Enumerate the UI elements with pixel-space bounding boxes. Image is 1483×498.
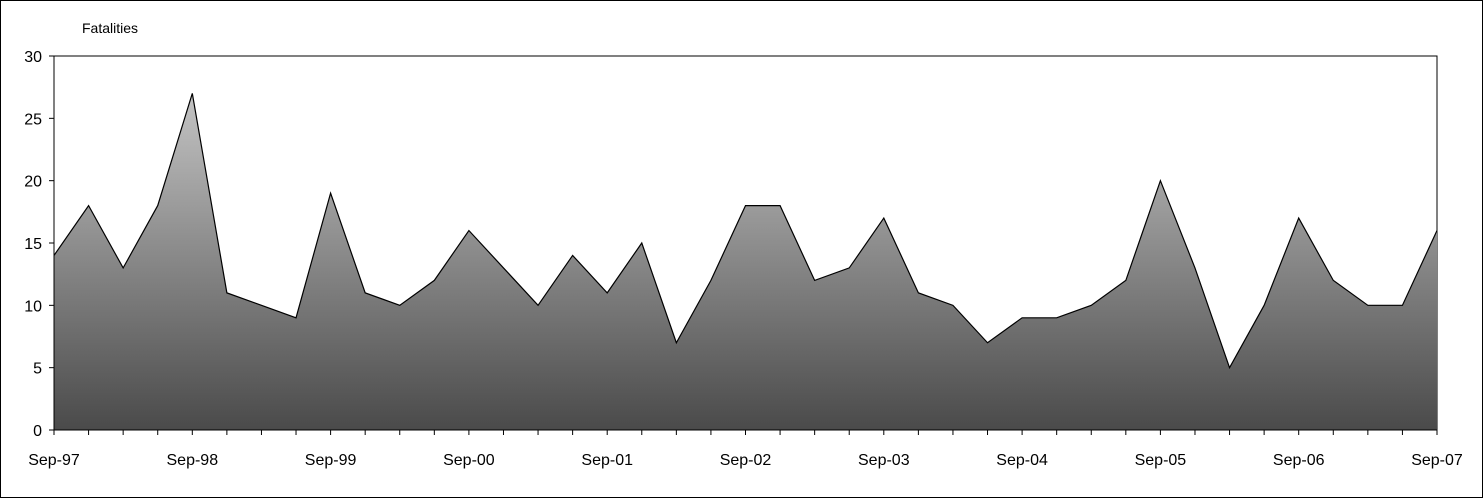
y-axis-title: Fatalities [82,20,138,36]
x-axis: Sep-97 Sep-98 Sep-99 Sep-00 Sep-01 Sep-02 Sep-… [28,430,1463,469]
x-tick-label: Sep-01 [581,452,633,469]
y-tick-label: 20 [24,174,42,191]
x-tick-label: Sep-06 [1273,452,1325,469]
y-tick-label: 0 [33,423,42,440]
y-tick-label: 25 [24,111,42,128]
area-fill [54,93,1437,431]
x-tick-label: Sep-05 [1135,452,1187,469]
x-tick-label: Sep-97 [28,452,80,469]
x-tick-label: Sep-03 [858,452,910,469]
x-tick-label: Sep-02 [720,452,772,469]
x-tick-label: Sep-04 [996,452,1048,469]
y-tick-label: 10 [24,298,42,315]
y-axis: 0 5 10 15 20 25 30 [24,49,54,440]
x-tick-label: Sep-00 [443,452,495,469]
y-tick-label: 30 [24,49,42,66]
y-tick-label: 15 [24,236,42,253]
x-tick-label: Sep-99 [305,452,357,469]
series-line [53,93,1438,370]
x-tick-label: Sep-07 [1411,452,1463,469]
x-tick-label: Sep-98 [167,452,219,469]
y-tick-label: 5 [33,361,42,378]
